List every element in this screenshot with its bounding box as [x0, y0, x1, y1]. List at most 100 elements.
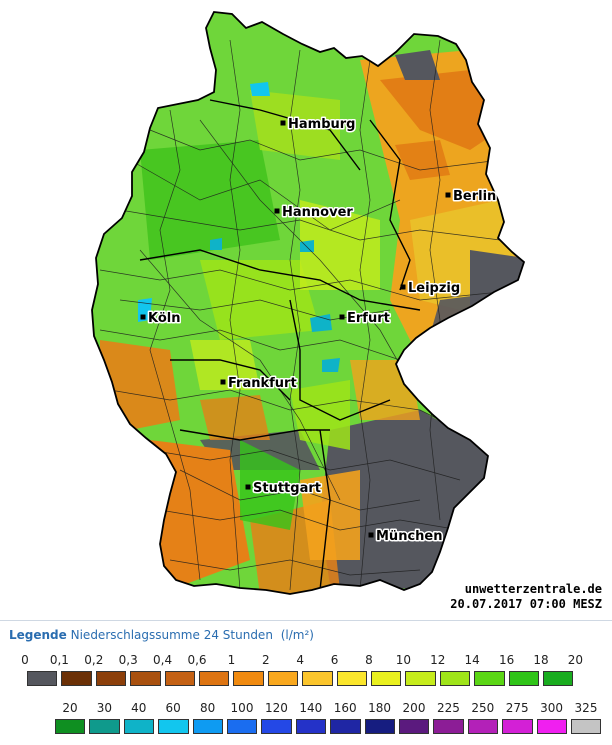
legend-swatch [295, 719, 327, 734]
map-watermark: unwetterzentrale.de 20.07.2017 07:00 MES… [450, 582, 602, 612]
city-label: Hannover [282, 205, 353, 220]
legend-tick-label: 140 [299, 701, 323, 715]
legend-tick-label: 80 [199, 701, 216, 715]
legend-swatch [130, 671, 161, 686]
city-dot [445, 192, 451, 198]
legend-tick-label: 8 [365, 653, 373, 667]
city-erfurt: Erfurt [339, 310, 391, 328]
legend-tick-label: 20 [62, 701, 78, 715]
city-berlin: Berlin [445, 188, 498, 206]
legend-tick-label: 250 [471, 701, 495, 715]
city-dot [280, 120, 286, 126]
legend-swatch [467, 719, 499, 734]
legend-tick-label: 120 [264, 701, 288, 715]
city-label: Erfurt [347, 311, 390, 326]
city-label: München [376, 529, 442, 544]
city-label: Köln [148, 311, 181, 326]
legend-swatch [364, 719, 395, 734]
legend-tick-label: 14 [464, 653, 480, 667]
legend-tick-label: 40 [131, 701, 147, 715]
city-label: Hamburg [288, 117, 355, 132]
city-label: Frankfurt [228, 376, 297, 391]
legend-tick-label: 0 [21, 653, 29, 667]
legend-swatch [433, 719, 464, 734]
legend-swatch [233, 671, 264, 686]
legend-tick-label: 1 [227, 653, 236, 667]
city-dot [140, 314, 146, 320]
legend-tick-label: 300 [540, 701, 564, 715]
legend-tick-label: 200 [402, 701, 426, 715]
legend-swatch [227, 719, 258, 734]
legend-tick-label: 225 [436, 701, 460, 715]
city-label: Leipzig [408, 281, 460, 296]
legend-swatch [89, 719, 120, 734]
legend-unit: (l/m²) [280, 628, 314, 642]
legend-swatch [536, 719, 567, 734]
legend-swatch [508, 671, 539, 686]
legend: Legende Niederschlagssumme 24 Stunden (l… [0, 620, 612, 745]
city-layer: Hamburg Berlin Hannover Leipzig Köln Erfurt Fr… [140, 116, 498, 546]
legend-swatch [336, 671, 367, 686]
watermark-timestamp: 20.07.2017 07:00 MESZ [450, 597, 602, 611]
legend-tick-label: 0,4 [153, 653, 173, 667]
legend-tick-label: 6 [330, 653, 339, 667]
legend-swatch [199, 671, 230, 686]
city-dot [368, 532, 374, 538]
legend-tick-label: 18 [533, 653, 549, 667]
legend-tick-label: 180 [368, 701, 392, 715]
legend-swatch [543, 671, 574, 686]
legend-tick-label: 0,2 [84, 653, 104, 667]
city-dot [274, 208, 280, 214]
legend-swatch [330, 719, 361, 734]
precipitation-zones [99, 39, 524, 594]
legend-tick-label: 20 [567, 653, 584, 667]
legend-swatch [399, 719, 430, 734]
legend-tick-label: 0,6 [187, 653, 207, 667]
legend-swatch [302, 671, 333, 686]
legend-tick-label: 100 [230, 701, 254, 715]
legend-tick-label: 12 [430, 653, 446, 667]
legend-swatch [123, 719, 155, 734]
city-mnchen: München [368, 528, 444, 546]
legend-swatch [158, 719, 189, 734]
legend-swatch [439, 671, 471, 686]
legend-title: Legende Niederschlagssumme 24 Stunden (l… [9, 628, 314, 642]
legend-swatch [474, 671, 505, 686]
legend-tick-label: 275 [505, 701, 529, 715]
germany-outline [91, 11, 526, 595]
legend-swatch [371, 671, 402, 686]
legend-tick-label: 325 [574, 701, 598, 715]
legend-tick-label: 60 [165, 701, 181, 715]
legend-tick-label: 30 [96, 701, 113, 715]
legend-tick-label: 160 [333, 701, 357, 715]
precipitation-map: Hamburg Berlin Hannover Leipzig Köln Erfurt Fr… [91, 11, 602, 612]
legend-swatch [267, 671, 299, 686]
legend-swatch [571, 719, 602, 734]
legend-tick-label: 2 [261, 653, 270, 667]
legend-swatch [55, 719, 86, 734]
legend-swatch [164, 671, 195, 686]
legend-swatch [405, 671, 436, 686]
germany-map-svg: Hamburg Berlin Hannover Leipzig Köln Erfurt Fr… [91, 11, 526, 595]
city-dot [245, 484, 251, 490]
city-leipzig: Leipzig [400, 280, 462, 298]
legend-swatch [27, 671, 58, 686]
city-kln: Köln [140, 310, 182, 328]
legend-heading: Legende [9, 628, 67, 642]
legend-swatch [261, 719, 292, 734]
city-label: Stuttgart [253, 481, 321, 496]
city-label: Berlin [453, 189, 496, 204]
legend-swatch [192, 719, 223, 734]
city-hamburg: Hamburg [280, 116, 357, 134]
city-hannover: Hannover [274, 204, 355, 222]
legend-tick-label: 4 [296, 653, 305, 667]
city-frankfurt: Frankfurt [220, 375, 298, 393]
legend-tick-label: 0,1 [49, 653, 69, 667]
city-dot [339, 314, 345, 320]
city-dot [220, 379, 226, 385]
legend-subtitle: Niederschlagssumme 24 Stunden [70, 628, 273, 642]
legend-swatch [95, 671, 127, 686]
legend-tick-label: 16 [498, 653, 515, 667]
legend-tick-label: 10 [395, 653, 412, 667]
legend-swatch [61, 671, 92, 686]
